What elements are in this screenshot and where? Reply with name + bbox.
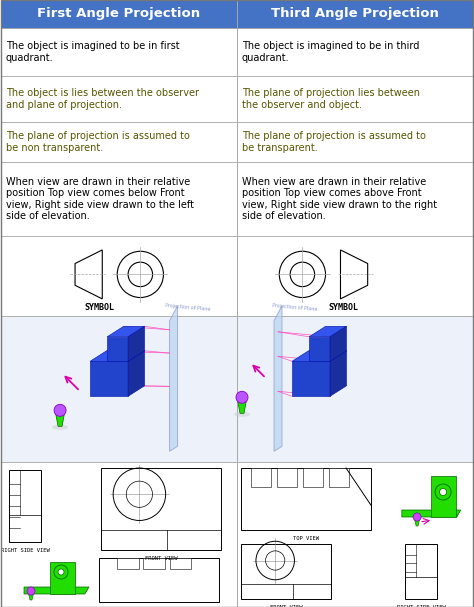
Text: Projection of Plane: Projection of Plane: [164, 303, 210, 312]
Polygon shape: [274, 306, 282, 451]
Bar: [1, 162, 237, 236]
Polygon shape: [309, 327, 346, 337]
Polygon shape: [330, 351, 346, 396]
Bar: [9, 470, 41, 542]
Circle shape: [439, 489, 447, 495]
Circle shape: [413, 513, 421, 521]
Bar: [251, 468, 271, 487]
Polygon shape: [402, 510, 461, 517]
Bar: [237, 236, 473, 316]
Polygon shape: [90, 351, 145, 361]
Bar: [144, 558, 165, 569]
Polygon shape: [309, 337, 330, 361]
Text: FRONT VIEW: FRONT VIEW: [145, 556, 177, 561]
Text: RIGHT SIDE VIEW: RIGHT SIDE VIEW: [397, 605, 446, 607]
Circle shape: [54, 565, 68, 579]
Polygon shape: [170, 306, 178, 451]
Polygon shape: [75, 250, 102, 299]
Bar: [237, 122, 473, 162]
Text: Third Angle Projection: Third Angle Projection: [271, 7, 439, 21]
Circle shape: [236, 392, 248, 403]
Text: TOP VIEW: TOP VIEW: [293, 536, 319, 541]
Bar: [1, 0, 237, 28]
Bar: [241, 544, 331, 599]
Text: The object is lies between the observer
and plane of projection.: The object is lies between the observer …: [6, 88, 199, 110]
Bar: [99, 558, 219, 602]
Text: SYMBOL: SYMBOL: [84, 304, 115, 313]
Polygon shape: [55, 410, 65, 426]
Polygon shape: [431, 476, 456, 517]
Bar: [237, 162, 473, 236]
Polygon shape: [90, 361, 128, 396]
Circle shape: [435, 484, 451, 500]
Text: The plane of projection is assumed to
be non transparent.: The plane of projection is assumed to be…: [6, 131, 190, 153]
Bar: [101, 468, 221, 550]
Polygon shape: [24, 587, 89, 594]
Bar: [277, 468, 297, 487]
Polygon shape: [292, 351, 346, 361]
Bar: [237, 316, 473, 462]
Polygon shape: [28, 591, 34, 600]
Bar: [237, 76, 473, 122]
Bar: [241, 468, 371, 530]
Polygon shape: [292, 361, 330, 396]
Polygon shape: [414, 517, 420, 526]
Text: When view are drawn in their relative
position Top view comes above Front
view, : When view are drawn in their relative po…: [242, 177, 437, 222]
Text: SYMBOL: SYMBOL: [328, 304, 358, 313]
Polygon shape: [340, 250, 368, 299]
Bar: [237, 28, 473, 76]
Text: First Angle Projection: First Angle Projection: [37, 7, 200, 21]
Text: The object is imagined to be in third
quadrant.: The object is imagined to be in third qu…: [242, 41, 419, 63]
Text: RIGHT SIDE VIEW: RIGHT SIDE VIEW: [0, 548, 49, 553]
Bar: [170, 558, 191, 569]
Bar: [1, 236, 237, 316]
Text: When view are drawn in their relative
position Top view comes below Front
view, : When view are drawn in their relative po…: [6, 177, 194, 222]
Circle shape: [58, 569, 64, 575]
Polygon shape: [50, 562, 75, 594]
Bar: [1, 122, 237, 162]
Text: FRONT VIEW: FRONT VIEW: [270, 605, 302, 607]
Bar: [1, 76, 237, 122]
Bar: [1, 462, 237, 607]
Polygon shape: [107, 337, 128, 361]
Text: The object is imagined to be in first
quadrant.: The object is imagined to be in first qu…: [6, 41, 180, 63]
Text: The plane of projection lies between
the observer and object.: The plane of projection lies between the…: [242, 88, 420, 110]
Bar: [1, 316, 237, 462]
Bar: [237, 0, 473, 28]
Polygon shape: [107, 327, 145, 337]
Text: The plane of projection is assumed to
be transparent.: The plane of projection is assumed to be…: [242, 131, 426, 153]
Bar: [1, 28, 237, 76]
Text: Projection of Plane: Projection of Plane: [272, 303, 318, 312]
Polygon shape: [128, 351, 145, 396]
Polygon shape: [330, 327, 346, 361]
Bar: [329, 468, 349, 487]
Bar: [303, 468, 323, 487]
Ellipse shape: [52, 425, 68, 430]
Ellipse shape: [234, 412, 250, 417]
Circle shape: [54, 404, 66, 416]
Polygon shape: [237, 398, 247, 413]
Bar: [405, 544, 437, 599]
Bar: [237, 462, 473, 607]
Circle shape: [27, 587, 35, 595]
Bar: [117, 558, 138, 569]
Polygon shape: [128, 327, 145, 361]
